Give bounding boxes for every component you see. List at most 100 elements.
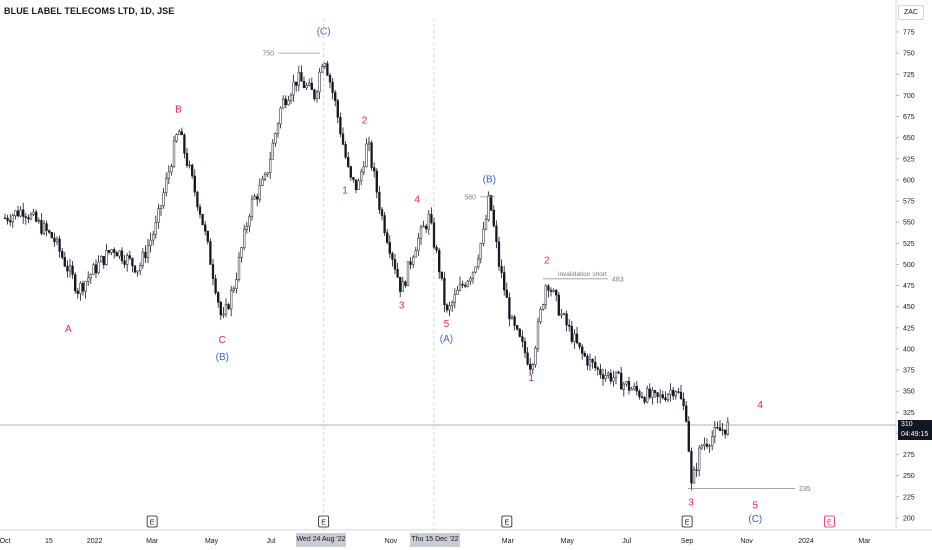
candle-body <box>664 397 667 401</box>
candle-body <box>183 134 186 154</box>
time-axis[interactable]: Oct 15 2022 Mar May Jul Nov Mar May Jul Sep Nov 2024… <box>0 515 932 545</box>
candle-body <box>646 388 649 403</box>
candle-body <box>573 333 576 342</box>
candle-body <box>256 196 259 200</box>
candle-body <box>139 265 142 272</box>
price-tick-label: 675 <box>903 114 915 121</box>
candle-body <box>144 251 147 259</box>
candle-body <box>321 66 324 73</box>
price-tick-label: 250 <box>903 473 915 480</box>
candle-body <box>711 436 714 447</box>
countdown-timer: 04:49:15 <box>901 431 929 438</box>
time-tick-label: Jul <box>267 538 276 545</box>
price-tick-label: 325 <box>903 410 915 417</box>
candle-body <box>3 217 7 219</box>
candle-body <box>131 257 134 266</box>
candle-body <box>726 421 729 435</box>
price-axis[interactable]: 775 750 725 700 675 650 625 600 575 550 525 500 475 4… <box>895 0 915 530</box>
symbol-title[interactable]: BLUE LABEL TELECOMS LTD, 1D, JSE <box>4 6 175 16</box>
candle-body <box>318 71 321 93</box>
candle-body <box>521 336 524 342</box>
candle-body <box>240 247 243 258</box>
price-tick-label: 725 <box>903 72 915 79</box>
time-tick-label: Mar <box>146 538 159 545</box>
candle-body <box>653 390 657 393</box>
candle-body <box>635 386 638 392</box>
time-tick-label: May <box>561 538 575 545</box>
wave-label: (A) <box>440 334 453 345</box>
candle-body <box>430 213 433 224</box>
candle-body <box>302 81 306 89</box>
wave-label: B <box>175 104 182 115</box>
candle-body <box>334 92 337 101</box>
candle-body <box>448 305 451 311</box>
candle-body <box>386 232 389 243</box>
candle-body <box>71 265 74 275</box>
candle-body <box>643 397 646 403</box>
candle-body <box>162 192 165 207</box>
wave-label: 1 <box>342 185 348 196</box>
candle-body <box>604 375 607 379</box>
candle-body <box>175 134 178 142</box>
candle-body <box>625 381 628 385</box>
candle-body <box>583 353 586 357</box>
candle-body <box>201 214 204 226</box>
candle-body <box>149 239 152 247</box>
candle-body <box>461 283 464 286</box>
candle-body <box>552 289 555 292</box>
candle-body <box>11 215 14 223</box>
candle-body <box>349 166 352 178</box>
candle-body <box>591 359 594 363</box>
candle-body <box>672 389 675 397</box>
wave-label: A <box>65 324 72 335</box>
candle-body <box>445 304 449 311</box>
candle-body <box>45 223 48 231</box>
candle-body <box>206 230 209 242</box>
candle-body <box>230 290 233 310</box>
candle-body <box>282 98 285 109</box>
candle-body <box>570 326 573 342</box>
earnings-marker <box>318 515 330 528</box>
candle-body <box>401 281 404 292</box>
currency-badge[interactable]: ZAC <box>898 5 924 20</box>
candle-body <box>61 251 64 258</box>
candle-body <box>66 265 69 272</box>
candle-body <box>227 304 230 310</box>
candle-body <box>627 381 631 391</box>
candle-body <box>607 372 610 376</box>
candle-body <box>633 386 636 390</box>
time-tick-label: Nov <box>385 538 398 545</box>
candle-body <box>464 284 467 287</box>
candle-body <box>677 391 680 393</box>
candle-body <box>393 259 397 270</box>
candle-body <box>487 195 490 220</box>
candle-body <box>146 245 150 259</box>
candle-body <box>209 241 212 265</box>
candle-body <box>315 91 319 100</box>
candle-body <box>154 222 157 235</box>
candle-body <box>409 261 412 265</box>
candle-body <box>396 269 399 278</box>
candle-body <box>630 388 633 391</box>
candle-body <box>399 276 402 292</box>
candle-body <box>666 394 670 401</box>
candle-body <box>479 243 482 260</box>
candle-body <box>185 153 189 166</box>
last-price-value: 310 <box>901 421 913 428</box>
candle-body <box>245 225 248 230</box>
time-tick-label: 2024 <box>798 538 814 545</box>
candle-body <box>232 288 235 291</box>
candle-body <box>219 301 222 316</box>
candle-body <box>115 252 118 257</box>
candle-body <box>539 309 542 323</box>
candle-body <box>500 266 503 273</box>
candle-body <box>451 302 454 306</box>
candle-body <box>297 72 300 86</box>
candle-body <box>331 81 334 93</box>
candle-body <box>287 100 290 106</box>
candle-body <box>48 230 51 233</box>
candle-body <box>391 253 394 260</box>
candle-body <box>453 294 456 303</box>
